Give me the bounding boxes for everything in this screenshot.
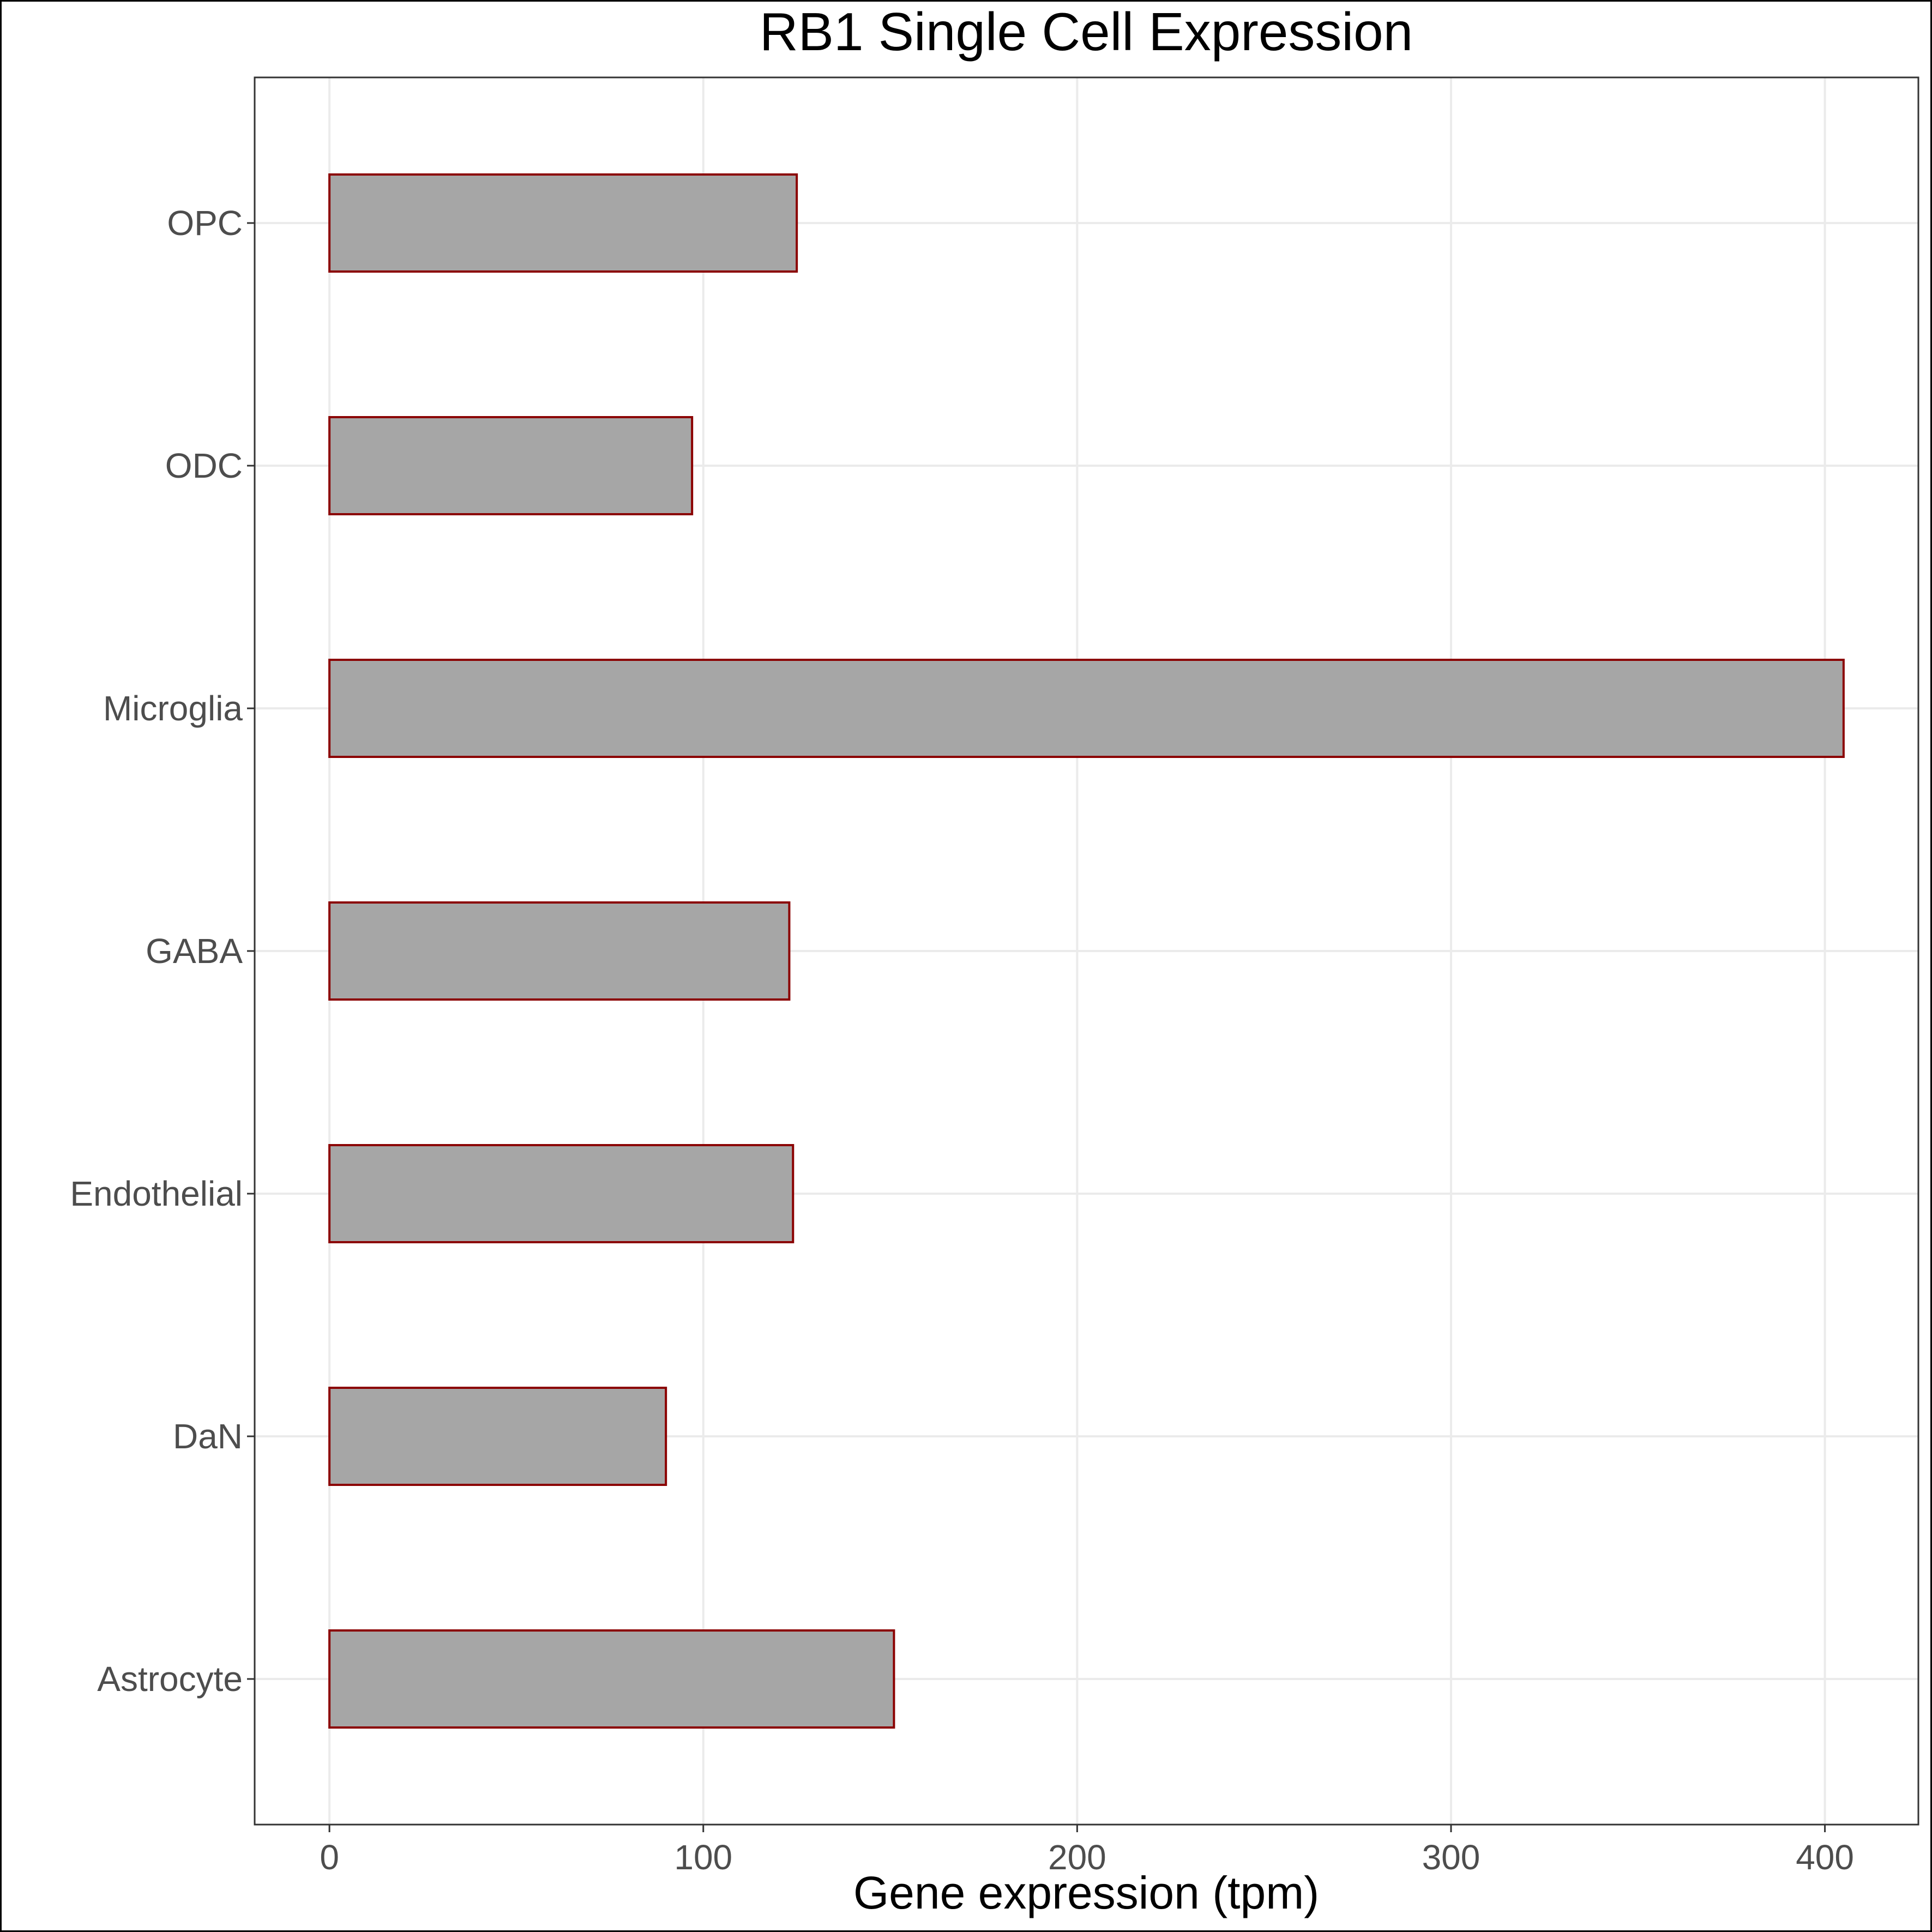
bar-microglia	[328, 659, 1845, 758]
x-tick-label-1: 100	[674, 1838, 732, 1877]
y-tick-label-astrocyte: Astrocyte	[97, 1659, 243, 1699]
bar-odc	[328, 416, 694, 515]
y-tick-label-endothelial: Endothelial	[70, 1174, 243, 1213]
bar-opc	[328, 173, 798, 273]
y-tick-label-microglia: Microglia	[103, 689, 243, 728]
bar-endothelial	[328, 1144, 795, 1243]
x-tick-label-4: 400	[1796, 1838, 1854, 1877]
bar-dan	[328, 1387, 667, 1486]
y-tick-label-opc: OPC	[167, 203, 243, 243]
y-tick-label-dan: DaN	[173, 1417, 243, 1456]
x-tick-label-0: 0	[320, 1838, 339, 1877]
bar-gaba	[328, 901, 791, 1001]
bars	[328, 173, 1845, 1729]
y-tick-label-odc: ODC	[165, 446, 243, 485]
x-axis-ticks: 0 100 200 300 400	[320, 1825, 1854, 1877]
y-tick-label-gaba: GABA	[146, 931, 243, 971]
y-axis-ticks: Astrocyte DaN Endothelial GABA Microglia ODC O…	[70, 203, 255, 1699]
chart-title: RB1 Single Cell Expression	[760, 2, 1413, 62]
x-tick-label-3: 300	[1422, 1838, 1480, 1877]
x-tick-label-2: 200	[1048, 1838, 1106, 1877]
x-axis-title: Gene expression (tpm)	[853, 1867, 1319, 1918]
bar-astrocyte	[328, 1629, 895, 1729]
